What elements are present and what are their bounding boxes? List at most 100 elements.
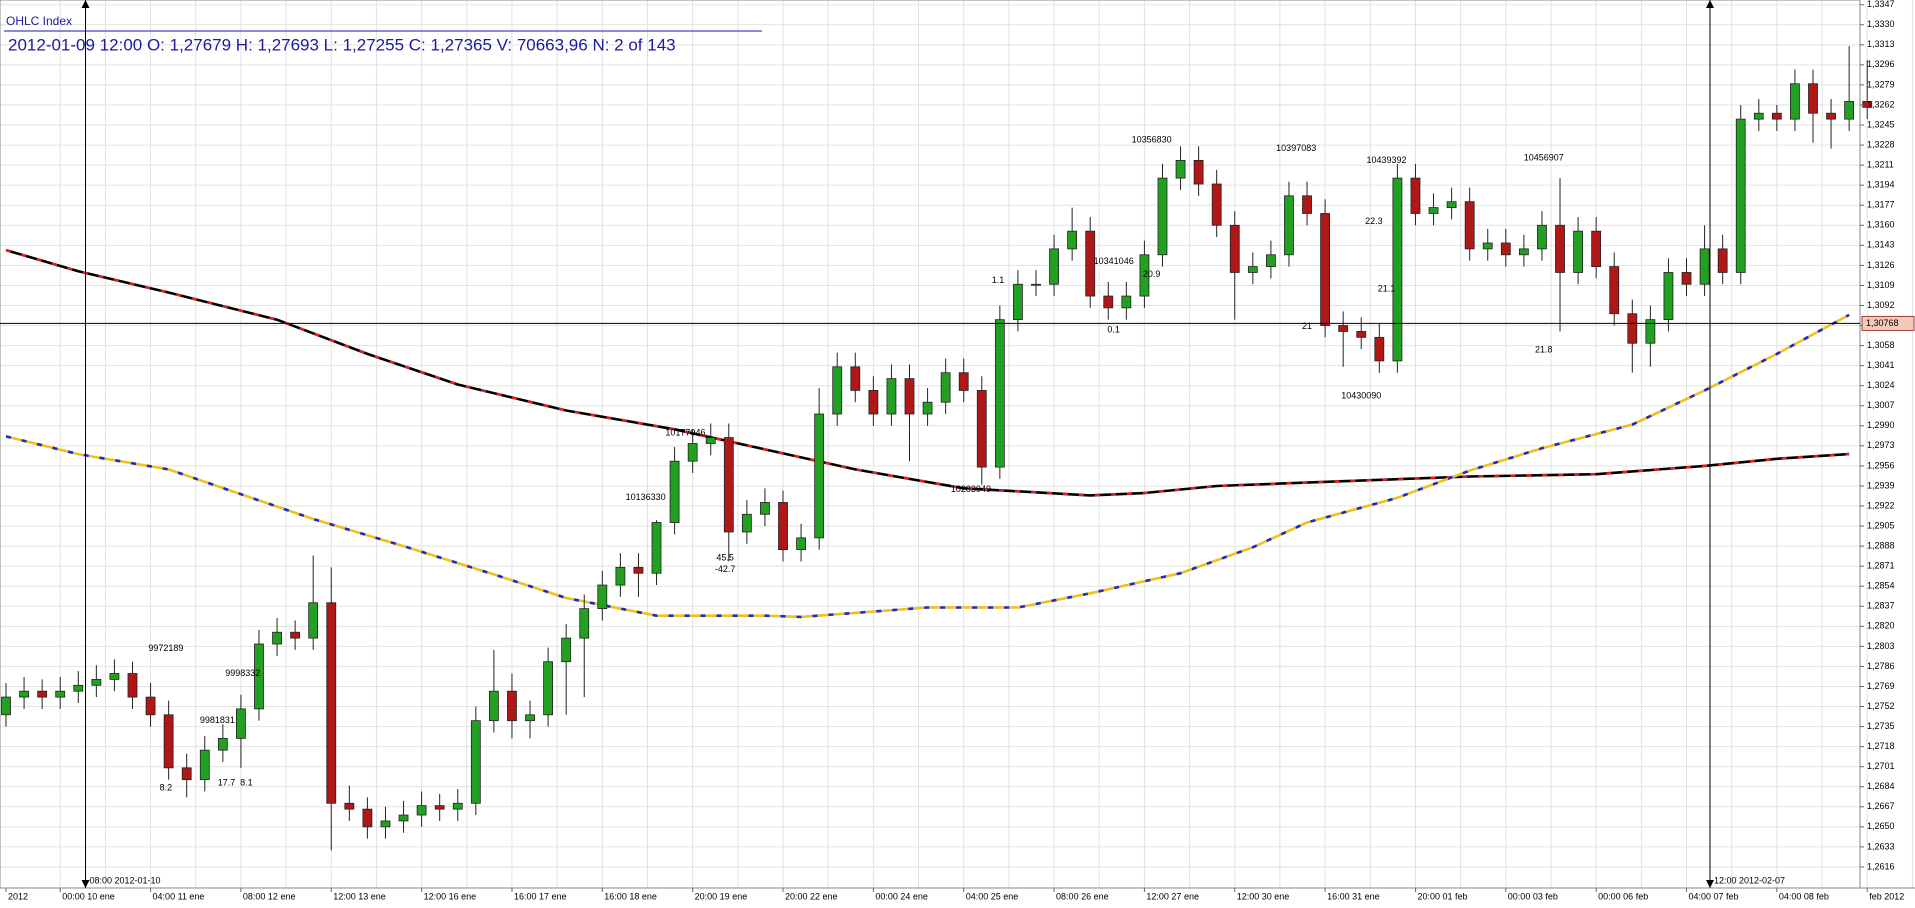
y-tick-label: 1,3109 bbox=[1867, 280, 1895, 290]
candle-body bbox=[579, 608, 590, 639]
annotation: 1.1 bbox=[992, 275, 1005, 285]
annotation: 8.2 bbox=[160, 782, 173, 792]
candle-body bbox=[687, 443, 698, 462]
candle-body bbox=[543, 661, 553, 716]
candle-body bbox=[741, 513, 752, 533]
y-tick-label: 1,2990 bbox=[1867, 420, 1895, 430]
candle-body bbox=[1591, 230, 1602, 267]
y-tick-label: 1,3160 bbox=[1867, 220, 1895, 230]
candle-body bbox=[1410, 177, 1421, 214]
y-tick-label: 1,3007 bbox=[1867, 400, 1895, 410]
candle-body bbox=[1790, 83, 1800, 120]
y-tick-label: 1,2667 bbox=[1867, 801, 1895, 811]
annotation: 10397083 bbox=[1276, 143, 1316, 153]
y-tick-label: 1,3262 bbox=[1867, 99, 1895, 109]
y-tick-label: 1,2820 bbox=[1867, 621, 1895, 631]
annotation: 22.3 bbox=[1365, 216, 1383, 226]
y-tick-label: 1,3177 bbox=[1867, 200, 1895, 210]
y-tick-label: 1,3211 bbox=[1867, 160, 1894, 170]
candle-body bbox=[1247, 266, 1258, 273]
y-tick-label: 1,2752 bbox=[1867, 701, 1895, 711]
candle-body bbox=[163, 714, 174, 769]
candle-body bbox=[55, 690, 66, 698]
candle-body bbox=[1157, 177, 1168, 256]
x-tick-label: feb 2012 bbox=[1869, 891, 1904, 901]
annotation: 45.5 bbox=[716, 552, 734, 562]
candle-body bbox=[109, 673, 120, 680]
candle-body bbox=[1121, 295, 1132, 309]
candle-body bbox=[1139, 254, 1150, 297]
annotation: 9972189 bbox=[148, 643, 183, 653]
annotation: 20.9 bbox=[1143, 269, 1161, 279]
y-tick-label: 1,2735 bbox=[1867, 721, 1895, 731]
candle-body bbox=[1844, 101, 1855, 120]
candle-body bbox=[1229, 224, 1240, 273]
candle-body bbox=[1699, 248, 1710, 285]
y-tick-label: 1,3228 bbox=[1867, 139, 1895, 149]
y-tick-label: 1,3092 bbox=[1867, 300, 1895, 310]
candle-body bbox=[326, 602, 337, 804]
candle-body bbox=[1266, 254, 1276, 267]
candle-body bbox=[362, 808, 373, 828]
x-tick-label: 00:00 06 feb bbox=[1598, 891, 1648, 901]
candle-body bbox=[1537, 224, 1547, 250]
candle-body bbox=[723, 437, 734, 533]
candle-body bbox=[814, 413, 825, 539]
candle-body bbox=[1573, 230, 1583, 273]
y-tick-label: 1,2701 bbox=[1867, 761, 1895, 771]
y-tick-label: 1,2973 bbox=[1867, 440, 1895, 450]
candle-body bbox=[91, 679, 102, 686]
cursor-arrow bbox=[81, 0, 90, 8]
annotation: 8.1 bbox=[240, 778, 253, 788]
candle-body bbox=[832, 366, 843, 415]
candle-body bbox=[1374, 336, 1385, 362]
candle-body bbox=[1302, 195, 1312, 214]
annotation: 10177046 bbox=[665, 427, 705, 437]
candle-body bbox=[525, 714, 535, 722]
candle-body bbox=[796, 537, 806, 551]
candle-body bbox=[1555, 224, 1565, 273]
y-tick-label: 1,2905 bbox=[1867, 520, 1895, 530]
x-tick-label: 04:00 08 feb bbox=[1779, 891, 1829, 901]
candle-body bbox=[73, 684, 84, 692]
x-tick-label: 2012 bbox=[8, 891, 28, 901]
y-tick-label: 1,3347 bbox=[1867, 0, 1895, 9]
x-tick-label: 08:00 26 ene bbox=[1056, 891, 1109, 901]
candle-body bbox=[488, 690, 499, 722]
candle-body bbox=[398, 814, 409, 822]
y-tick-label: 1,3058 bbox=[1867, 340, 1895, 350]
x-tick-label: 04:00 25 ene bbox=[966, 891, 1019, 901]
y-tick-label: 1,2633 bbox=[1867, 841, 1895, 851]
candle-body bbox=[1482, 242, 1493, 250]
candle-body bbox=[1645, 319, 1656, 344]
candle-body bbox=[1627, 313, 1638, 344]
y-tick-label: 1,2939 bbox=[1867, 480, 1895, 490]
x-tick-label: 00:00 03 feb bbox=[1508, 891, 1558, 901]
y-tick-label: 1,2650 bbox=[1867, 821, 1895, 831]
y-tick-label: 1,3330 bbox=[1867, 19, 1895, 29]
candle-body bbox=[470, 720, 481, 804]
x-tick-label: 08:00 12 ene bbox=[243, 891, 296, 901]
candle-body bbox=[1464, 201, 1475, 250]
candle-body bbox=[705, 437, 716, 444]
candle-body bbox=[1663, 272, 1674, 321]
y-tick-label: 1,3279 bbox=[1867, 79, 1895, 89]
annotation: 21.8 bbox=[1535, 345, 1553, 355]
candle-body bbox=[254, 643, 264, 710]
x-tick-label: 12:00 16 ene bbox=[424, 891, 477, 901]
x-tick-label: 20:00 22 ene bbox=[785, 891, 838, 901]
candle-body bbox=[940, 372, 951, 403]
candle-body bbox=[1500, 242, 1511, 256]
candle-body bbox=[1211, 183, 1222, 226]
annotation: 10456907 bbox=[1524, 152, 1564, 162]
candle-body bbox=[760, 502, 770, 515]
candle-body bbox=[1771, 112, 1782, 120]
x-tick-label: 16:00 31 ene bbox=[1327, 891, 1380, 901]
y-tick-label: 1,2684 bbox=[1867, 781, 1895, 791]
y-tick-label: 1,3194 bbox=[1867, 180, 1895, 190]
annotation: 9998332 bbox=[225, 668, 260, 678]
candle-body bbox=[1609, 266, 1620, 315]
candle-body bbox=[1, 696, 11, 716]
